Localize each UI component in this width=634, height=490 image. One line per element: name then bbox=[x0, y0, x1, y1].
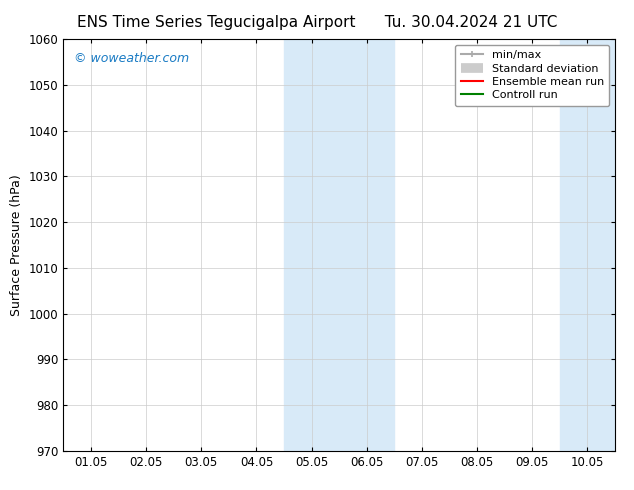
Bar bbox=[560, 39, 615, 451]
Legend: min/max, Standard deviation, Ensemble mean run, Controll run: min/max, Standard deviation, Ensemble me… bbox=[455, 45, 609, 106]
Bar bbox=[284, 39, 394, 451]
Text: © woweather.com: © woweather.com bbox=[74, 51, 190, 65]
Text: ENS Time Series Tegucigalpa Airport      Tu. 30.04.2024 21 UTC: ENS Time Series Tegucigalpa Airport Tu. … bbox=[77, 15, 557, 30]
Y-axis label: Surface Pressure (hPa): Surface Pressure (hPa) bbox=[10, 174, 23, 316]
